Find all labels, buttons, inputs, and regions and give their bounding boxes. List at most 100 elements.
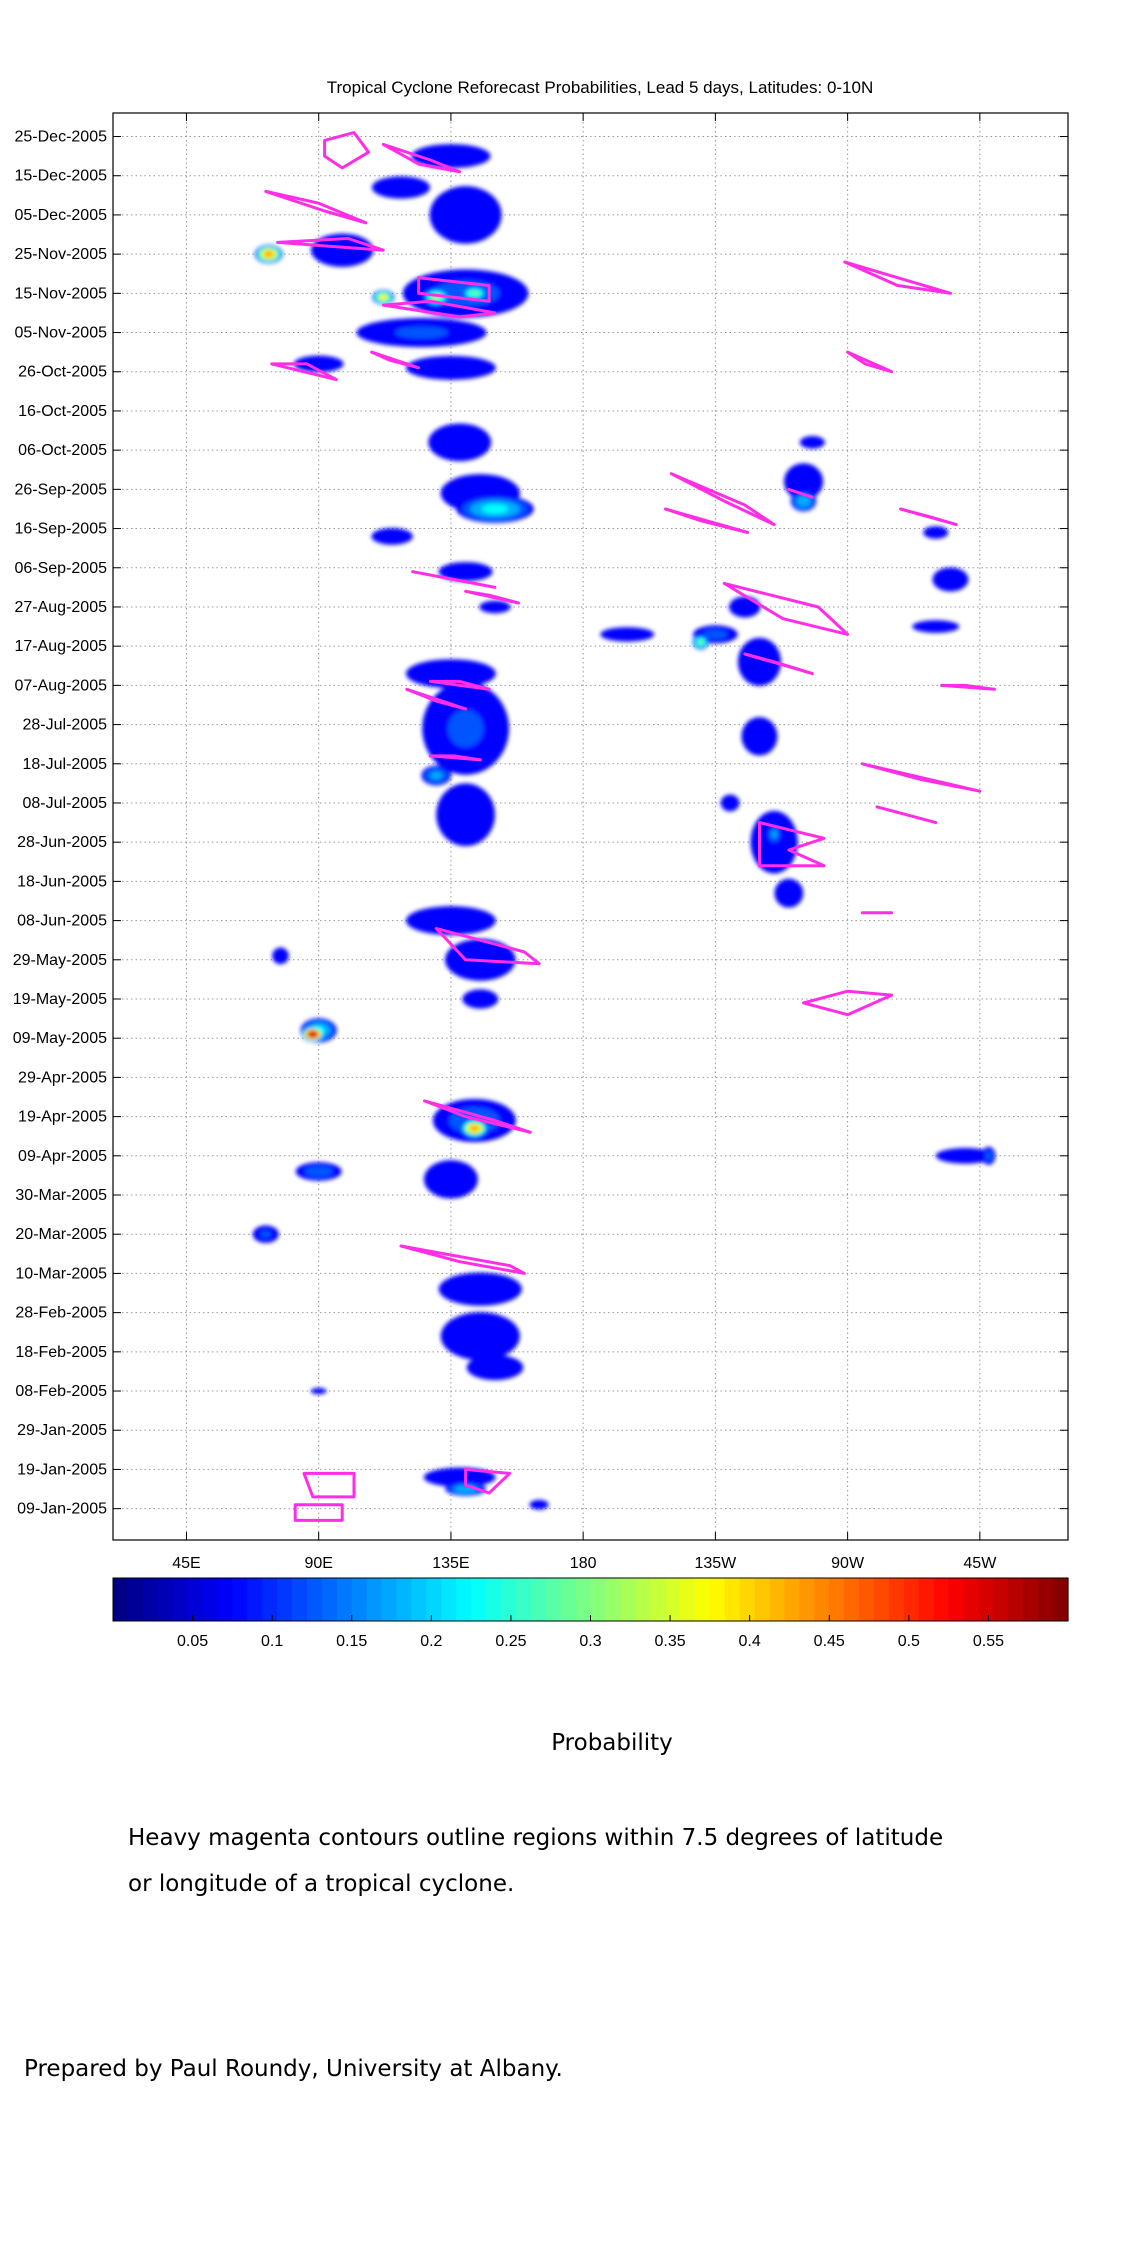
credit-line: Prepared by Paul Roundy, University at A…: [24, 2056, 563, 2082]
colorbar-swatch: [799, 1578, 815, 1621]
colorbar-swatch: [202, 1578, 219, 1621]
probability-blob: [436, 783, 495, 847]
colorbar-swatch: [456, 1578, 472, 1621]
cyclone-contour: [423, 1099, 532, 1134]
cyclone-contour: [417, 276, 491, 303]
cyclone-contour: [323, 131, 371, 170]
colorbar-swatch: [829, 1578, 845, 1621]
probability-blob: [405, 906, 496, 935]
colorbar-swatch: [396, 1578, 413, 1621]
probability-blob: [923, 526, 949, 539]
probability-blob: [260, 1230, 272, 1238]
colorbar-swatch: [814, 1578, 830, 1621]
colorbar-swatch: [665, 1578, 681, 1621]
cyclone-contour: [270, 362, 338, 382]
colorbar-tick-label: 0.3: [579, 1633, 601, 1650]
probability-blob: [438, 1272, 522, 1306]
colorbar-swatch: [142, 1578, 159, 1621]
colorbar: 0.05 0.1 0.15 0.2 0.25 0.3 0.35 0.4 0.45 0.5 0.55: [112, 1577, 1069, 1650]
colorbar-swatch: [1038, 1578, 1054, 1621]
y-tick-label: 15-Dec-2005: [15, 168, 108, 185]
colorbar-swatch: [650, 1578, 666, 1621]
cyclone-contour: [802, 989, 894, 1017]
colorbar-swatch: [978, 1578, 994, 1621]
probability-blob: [912, 620, 960, 633]
contour-note-line-2: or longitude of a tropical cyclone.: [128, 1871, 515, 1897]
probability-blob: [799, 436, 825, 449]
cyclone-contour: [399, 1244, 526, 1275]
y-tick-label: 05-Dec-2005: [15, 207, 108, 224]
cyclone-contour: [293, 1503, 344, 1522]
chart-title: Tropical Cyclone Reforecast Probabilitie…: [326, 78, 874, 97]
probability-blob: [932, 567, 969, 592]
colorbar-swatch: [262, 1578, 278, 1621]
y-tick-label: 09-May-2005: [13, 1030, 107, 1047]
probability-blob: [430, 771, 443, 780]
y-tick-label: 29-Jan-2005: [17, 1422, 107, 1439]
y-tick-label: 16-Sep-2005: [14, 521, 107, 538]
colorbar-swatch: [366, 1578, 383, 1621]
colorbar-swatch: [441, 1578, 457, 1621]
cyclone-contour: [669, 472, 776, 527]
y-tick-label: 05-Nov-2005: [15, 325, 108, 342]
colorbar-swatch: [784, 1578, 801, 1621]
probability-blob: [481, 504, 509, 514]
y-tick-label: 18-Jul-2005: [23, 756, 108, 773]
x-tick-label: 135E: [432, 1555, 469, 1572]
probability-blob: [438, 562, 493, 582]
probability-blob: [771, 830, 778, 839]
colorbar-swatch: [277, 1578, 293, 1621]
x-axis-ticks: 45E 90E 135E 180 135W 90W 45W: [172, 113, 997, 1572]
colorbar-tick-label: 0.15: [336, 1633, 367, 1650]
y-tick-label: 08-Jul-2005: [23, 795, 108, 812]
probability-blob: [263, 250, 274, 258]
colorbar-swatch: [769, 1578, 786, 1621]
probability-blob: [310, 1387, 327, 1395]
probability-blob: [600, 627, 655, 642]
probability-blob: [293, 355, 344, 373]
probability-blob: [428, 423, 492, 462]
probability-blob: [985, 1151, 993, 1161]
cyclone-contour: [663, 507, 750, 534]
y-tick-label: 19-Apr-2005: [18, 1109, 107, 1126]
colorbar-tick-label: 0.2: [420, 1633, 442, 1650]
colorbar-tick-label: 0.5: [898, 1633, 920, 1650]
cyclone-contour: [860, 762, 982, 793]
colorbar-swatch: [426, 1578, 442, 1621]
colorbar-swatch: [605, 1578, 621, 1621]
colorbar-swatch: [948, 1578, 965, 1621]
probability-field: [252, 144, 996, 1510]
probability-blob: [462, 989, 499, 1009]
probability-blob: [774, 878, 804, 908]
colorbar-swatch: [918, 1578, 935, 1621]
y-tick-label: 06-Oct-2005: [18, 442, 107, 459]
y-tick-label: 09-Apr-2005: [18, 1148, 107, 1165]
y-tick-label: 15-Nov-2005: [15, 285, 108, 302]
cyclone-contour: [381, 142, 462, 174]
probability-blob: [720, 794, 740, 812]
colorbar-swatch: [306, 1578, 323, 1621]
probability-blob: [479, 600, 511, 614]
colorbar-swatch: [336, 1578, 353, 1621]
colorbar-tick-label: 0.1: [261, 1633, 283, 1650]
y-tick-label: 28-Feb-2005: [15, 1305, 107, 1322]
colorbar-swatch: [933, 1578, 950, 1621]
colorbar-swatch: [844, 1578, 860, 1621]
colorbar-swatch: [411, 1578, 427, 1621]
cyclone-contour: [846, 350, 894, 374]
probability-blob: [411, 144, 491, 169]
cyclone-contour: [758, 821, 826, 868]
probability-blob: [703, 629, 728, 640]
probability-blob: [272, 947, 289, 965]
colorbar-swatch: [247, 1578, 263, 1621]
colorbar-swatch: [187, 1578, 204, 1621]
y-tick-label: 25-Nov-2005: [15, 246, 108, 263]
colorbar-swatch: [292, 1578, 308, 1621]
colorbar-swatch: [113, 1578, 129, 1621]
cyclone-contour: [264, 189, 368, 225]
probability-blob: [405, 355, 496, 380]
probability-blob: [466, 1354, 524, 1381]
y-tick-label: 06-Sep-2005: [14, 560, 107, 577]
colorbar-swatch: [709, 1578, 726, 1621]
